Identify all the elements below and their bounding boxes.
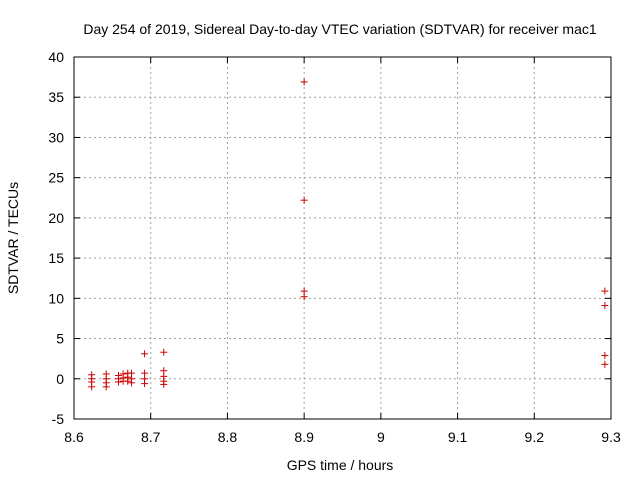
y-tick-label: 5 bbox=[56, 331, 64, 347]
y-tick-label: 40 bbox=[48, 49, 64, 65]
x-tick-label: 8.7 bbox=[141, 429, 161, 445]
data-point bbox=[114, 378, 122, 386]
data-point bbox=[601, 302, 609, 310]
data-point bbox=[601, 351, 609, 359]
data-point bbox=[601, 287, 609, 295]
y-axis-label: SDTVAR / TECUs bbox=[5, 182, 21, 294]
data-point bbox=[601, 360, 609, 368]
plot-frame bbox=[73, 56, 612, 420]
axis-ticks: 8.6 8.7 8.8 8.9 9 9.1 9.2 9.3 -5 0 5 10 15 20 25 30 35 40 bbox=[48, 49, 621, 445]
data-point bbox=[160, 380, 168, 388]
y-tick-label: 10 bbox=[48, 290, 64, 306]
x-tick-label: 8.9 bbox=[294, 429, 314, 445]
y-tick-label: 25 bbox=[48, 170, 64, 186]
x-tick-label: 8.8 bbox=[218, 429, 238, 445]
x-tick-label: 9.2 bbox=[525, 429, 545, 445]
data-point bbox=[128, 379, 136, 387]
data-point bbox=[160, 348, 168, 356]
x-tick-label: 8.6 bbox=[64, 429, 84, 445]
y-tick-label: -5 bbox=[52, 411, 65, 427]
data-point bbox=[88, 383, 96, 391]
y-tick-label: 15 bbox=[48, 250, 64, 266]
data-point bbox=[102, 383, 110, 391]
data-point bbox=[300, 196, 308, 204]
y-tick-label: 30 bbox=[48, 129, 64, 145]
x-tick-label: 9.3 bbox=[601, 429, 621, 445]
y-tick-label: 0 bbox=[56, 371, 64, 387]
chart-title: Day 254 of 2019, Sidereal Day-to-day VTE… bbox=[83, 21, 596, 37]
y-tick-label: 20 bbox=[48, 210, 64, 226]
data-point bbox=[300, 293, 308, 301]
data-point bbox=[300, 78, 308, 86]
y-tick-label: 35 bbox=[48, 89, 64, 105]
data-point bbox=[124, 377, 132, 385]
data-point bbox=[141, 350, 149, 358]
x-tick-label: 9.1 bbox=[448, 429, 468, 445]
x-tick-label: 9 bbox=[377, 429, 385, 445]
x-axis-label: GPS time / hours bbox=[287, 457, 394, 473]
data-points bbox=[88, 78, 609, 391]
data-point bbox=[141, 380, 149, 388]
grid-lines bbox=[74, 57, 611, 419]
